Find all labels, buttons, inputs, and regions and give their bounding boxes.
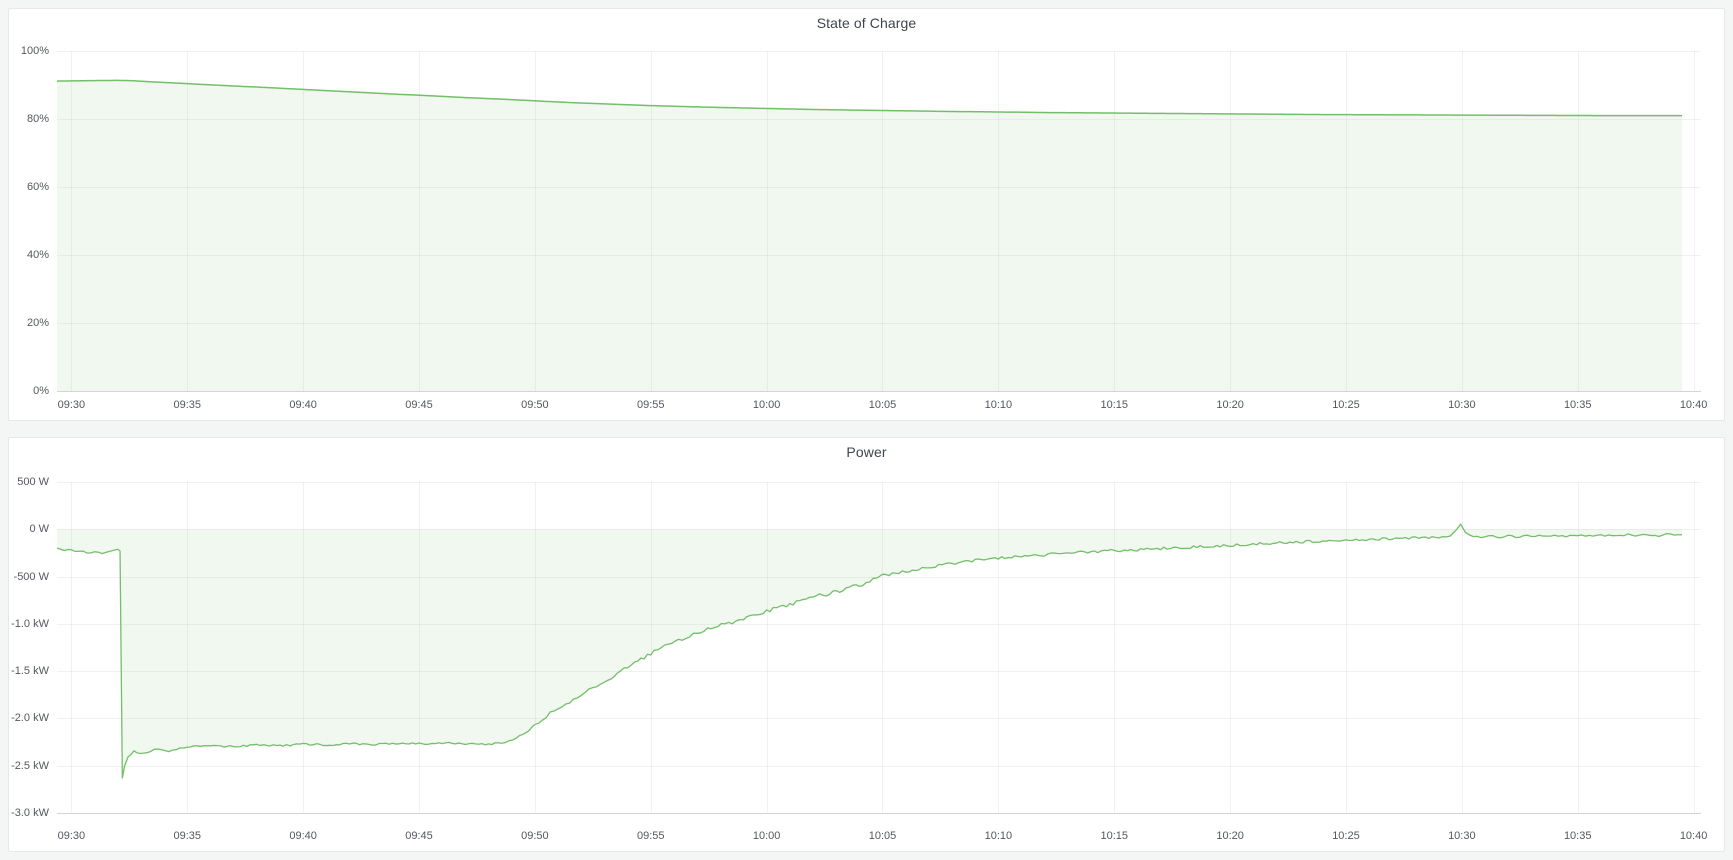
soc-chart-canvas[interactable] — [9, 9, 1724, 420]
power-chart-canvas[interactable] — [9, 438, 1724, 851]
power-panel: Power 09:30 09:35 09:40 09:45 09:50 09:55 10:0… — [8, 437, 1725, 852]
soc-panel: State of Charge 09:30 09:35 09:40 09:45 09:5… — [8, 8, 1725, 421]
